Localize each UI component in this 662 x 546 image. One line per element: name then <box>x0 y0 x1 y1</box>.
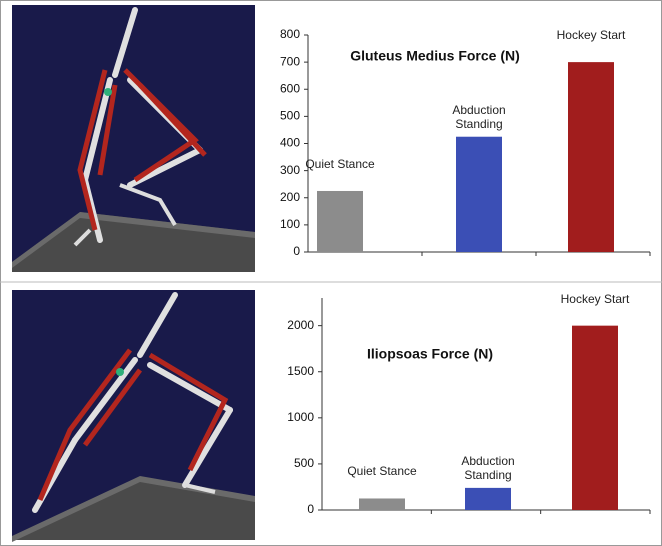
y-tick-label: 800 <box>280 27 300 41</box>
y-tick-label: 200 <box>280 190 300 204</box>
y-tick-label: 100 <box>280 217 300 231</box>
y-tick-label: 700 <box>280 54 300 68</box>
y-tick-label: 400 <box>280 136 300 150</box>
bar <box>317 190 363 252</box>
y-tick-label: 300 <box>280 163 300 177</box>
y-tick-label: 1000 <box>287 410 314 424</box>
category-label: Quiet Stance <box>305 156 375 171</box>
category-label: Abduction Standing <box>461 453 515 482</box>
category-label: Abduction Standing <box>452 102 506 131</box>
y-tick-label: 0 <box>293 244 300 258</box>
bar <box>359 498 405 510</box>
skeleton-image <box>12 5 255 272</box>
chart-title: Iliopsoas Force (N) <box>367 346 493 362</box>
category-label: Hockey Start <box>556 28 626 43</box>
bar <box>568 62 614 252</box>
y-tick-label: 500 <box>280 109 300 123</box>
category-label: Hockey Start <box>560 291 630 306</box>
chart-title: Gluteus Medius Force (N) <box>350 48 520 64</box>
skeleton-image <box>12 290 255 542</box>
bar <box>465 487 511 510</box>
bar <box>456 136 502 252</box>
y-tick-label: 500 <box>294 456 314 470</box>
category-label: Quiet Stance <box>347 464 417 479</box>
y-tick-label: 0 <box>307 502 314 516</box>
y-tick-label: 600 <box>280 81 300 95</box>
y-tick-label: 2000 <box>287 318 314 332</box>
y-tick-label: 1500 <box>287 364 314 378</box>
bar <box>572 325 618 510</box>
